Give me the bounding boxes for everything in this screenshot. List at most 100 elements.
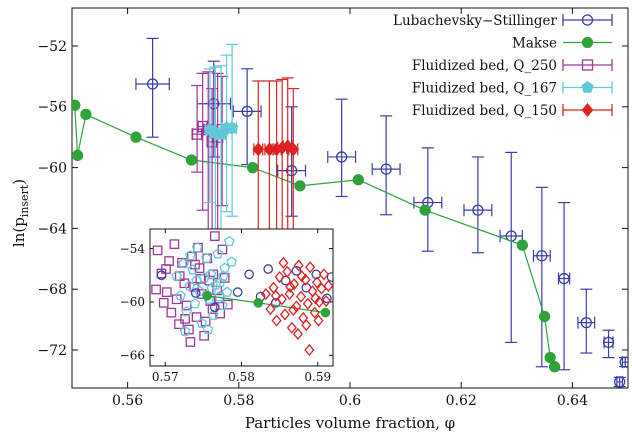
legend-marker-fluidized-bed-q-150 bbox=[581, 102, 594, 118]
inset-data-point-fluidized-bed-q-167 bbox=[226, 256, 237, 267]
inset-data-point-makse bbox=[320, 307, 331, 318]
series-makse bbox=[72, 99, 561, 373]
inset-x-tick-label: 0.58 bbox=[228, 370, 255, 384]
inset-data-point-fluidized-bed-q-150 bbox=[295, 290, 307, 303]
inset-data-point-fluidized-bed-q-167 bbox=[189, 298, 201, 309]
legend-entry-lubachevsky-stillinger: Lubachevsky−Stillinger bbox=[393, 13, 613, 29]
inset-data-point-fluidized-bed-q-150 bbox=[265, 303, 276, 316]
inset-data-point-fluidized-bed-q-150 bbox=[288, 303, 299, 317]
legend-label: Makse bbox=[512, 36, 557, 52]
data-point-makse bbox=[185, 154, 198, 166]
inset-data-point-fluidized-bed-q-150 bbox=[285, 280, 296, 293]
data-point-lubachevsky-stillinger bbox=[619, 356, 628, 368]
data-point-makse bbox=[294, 180, 306, 192]
legend-marker-fluidized-bed-q-250 bbox=[581, 59, 594, 71]
error-bar bbox=[499, 151, 523, 343]
data-point-lubachevsky-stillinger bbox=[336, 151, 348, 163]
inset-data-point-lubachevsky-stillinger bbox=[232, 287, 243, 298]
error-bar bbox=[413, 147, 443, 252]
inset-data-point-fluidized-bed-q-250 bbox=[180, 314, 190, 324]
data-point-makse bbox=[548, 361, 561, 373]
x-tick-label: 0.64 bbox=[557, 393, 588, 409]
y-tick-label: −68 bbox=[37, 282, 67, 298]
inset-data-point-lubachevsky-stillinger bbox=[263, 264, 274, 274]
series-fluidized-bed-q-167 bbox=[203, 43, 239, 240]
inset-data-point-fluidized-bed-q-150 bbox=[292, 327, 303, 341]
data-point-makse bbox=[72, 149, 84, 162]
error-bar bbox=[371, 115, 401, 216]
inset-data-point-fluidized-bed-q-150 bbox=[304, 343, 315, 357]
inset-data-point-fluidized-bed-q-167 bbox=[217, 299, 228, 311]
data-point-lubachevsky-stillinger bbox=[146, 78, 159, 90]
data-point-lubachevsky-stillinger bbox=[602, 336, 615, 349]
data-point-lubachevsky-stillinger bbox=[285, 164, 298, 177]
data-point-fluidized-bed-q-167 bbox=[225, 121, 239, 134]
legend-label: Fluidized bed, Q_250 bbox=[412, 58, 557, 74]
inset-data-point-fluidized-bed-q-150 bbox=[313, 314, 324, 327]
legend-label: Fluidized bed, Q_150 bbox=[412, 103, 557, 119]
inset-data-point-lubachevsky-stillinger bbox=[291, 265, 302, 276]
data-point-lubachevsky-stillinger bbox=[558, 272, 570, 285]
inset-data-point-fluidized-bed-q-167 bbox=[178, 258, 189, 269]
data-point-lubachevsky-stillinger bbox=[580, 316, 592, 329]
inset-data-point-fluidized-bed-q-167 bbox=[214, 290, 225, 302]
inset-data-point-lubachevsky-stillinger bbox=[156, 270, 167, 281]
inset-data-point-lubachevsky-stillinger bbox=[190, 288, 201, 298]
x-tick-label: 0.56 bbox=[112, 393, 143, 409]
inset-data-point-lubachevsky-stillinger bbox=[209, 302, 220, 313]
data-point-lubachevsky-stillinger bbox=[536, 250, 548, 262]
inset-plot: 0.57 0.58 0.59 −54 −60 −66 bbox=[120, 228, 334, 384]
inset-data-point-fluidized-bed-q-150 bbox=[286, 321, 297, 334]
legend-marker-makse bbox=[581, 36, 594, 49]
inset-data-point-fluidized-bed-q-167 bbox=[202, 323, 214, 335]
legend-marker-lubachevsky-stillinger bbox=[581, 14, 594, 26]
inset-data-point-fluidized-bed-q-150 bbox=[274, 270, 285, 284]
y-axis-label-subscript: insert bbox=[18, 184, 31, 217]
inset-data-point-fluidized-bed-q-150 bbox=[323, 279, 333, 292]
inset-data-point-fluidized-bed-q-167 bbox=[171, 270, 183, 281]
x-axis-label: Particles volume fraction, φ bbox=[245, 414, 455, 432]
inset-data-point-fluidized-bed-q-150 bbox=[310, 292, 321, 305]
legend-entry-fluidized-bed-q-150: Fluidized bed, Q_150 bbox=[412, 102, 613, 119]
inset-data-point-makse bbox=[202, 290, 213, 301]
inset-data-layer bbox=[151, 231, 333, 357]
y-tick-label: −52 bbox=[37, 39, 67, 55]
inset-data-point-fluidized-bed-q-167 bbox=[185, 250, 196, 261]
data-point-lubachevsky-stillinger bbox=[380, 163, 392, 175]
y-axis-label-main: ln(p bbox=[10, 217, 28, 247]
inset-series-fluidized-bed-q-150 bbox=[260, 256, 333, 357]
inset-data-point-fluidized-bed-q-167 bbox=[207, 309, 219, 320]
inset-x-tick-label: 0.57 bbox=[152, 370, 179, 384]
data-point-lubachevsky-stillinger bbox=[472, 204, 484, 216]
data-point-makse bbox=[538, 310, 551, 323]
inset-y-tick-label: −60 bbox=[120, 295, 145, 309]
legend-label: Lubachevsky−Stillinger bbox=[393, 13, 558, 29]
inset-data-point-fluidized-bed-q-150 bbox=[302, 297, 313, 310]
inset-data-point-fluidized-bed-q-150 bbox=[318, 268, 329, 281]
data-point-makse bbox=[72, 99, 81, 111]
x-tick-label: 0.6 bbox=[339, 393, 361, 409]
inset-data-point-fluidized-bed-q-250 bbox=[169, 239, 180, 249]
data-point-makse bbox=[247, 161, 259, 174]
inset-data-point-fluidized-bed-q-167 bbox=[187, 264, 199, 275]
y-tick-label: −60 bbox=[37, 161, 67, 177]
inset-data-point-fluidized-bed-q-167 bbox=[223, 235, 235, 247]
inset-data-point-fluidized-bed-q-150 bbox=[305, 261, 316, 274]
inset-data-point-fluidized-bed-q-250 bbox=[209, 231, 220, 241]
inset-data-point-fluidized-bed-q-250 bbox=[151, 284, 161, 295]
error-bar bbox=[327, 98, 357, 198]
inset-data-point-lubachevsky-stillinger bbox=[322, 293, 332, 304]
inset-data-point-fluidized-bed-q-150 bbox=[309, 306, 320, 319]
inset-data-point-fluidized-bed-q-150 bbox=[279, 308, 291, 321]
legend-label: Fluidized bed, Q_167 bbox=[412, 81, 557, 97]
inset-data-point-fluidized-bed-q-167 bbox=[201, 252, 212, 263]
inset-data-point-fluidized-bed-q-250 bbox=[174, 319, 184, 330]
series-fluidized-bed-q-150 bbox=[252, 77, 300, 257]
inset-data-point-fluidized-bed-q-150 bbox=[321, 295, 332, 308]
inset-data-point-fluidized-bed-q-150 bbox=[300, 273, 311, 286]
legend-entry-fluidized-bed-q-167: Fluidized bed, Q_167 bbox=[412, 81, 613, 97]
inset-data-point-fluidized-bed-q-150 bbox=[278, 256, 289, 269]
y-axis-label: ln(pinsert) bbox=[10, 179, 31, 247]
inset-data-point-makse bbox=[253, 297, 264, 308]
inset-data-point-fluidized-bed-q-150 bbox=[260, 287, 271, 300]
